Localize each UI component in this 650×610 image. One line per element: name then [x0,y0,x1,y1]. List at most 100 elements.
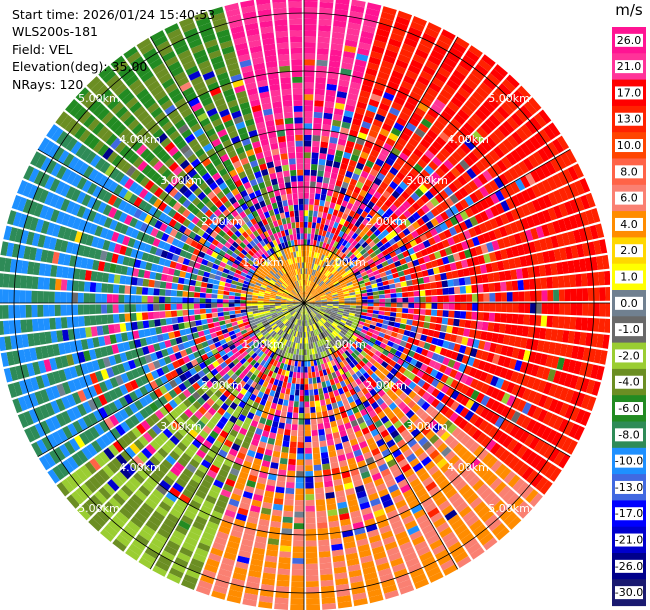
velocity-gate [459,286,467,294]
velocity-gate [469,519,483,532]
velocity-gate [310,325,313,331]
velocity-gate [337,138,347,146]
velocity-gate [344,207,351,215]
velocity-gate [517,463,530,477]
velocity-gate [342,313,349,318]
velocity-gate [541,367,551,381]
velocity-gate [304,279,307,286]
velocity-gate [576,346,585,361]
velocity-gate [294,389,300,396]
velocity-gate [304,53,316,60]
velocity-gate [550,158,562,173]
velocity-gate [361,120,372,130]
velocity-gate [562,330,570,343]
velocity-gate [382,176,392,186]
velocity-gate [322,268,328,275]
velocity-gate [596,333,604,348]
velocity-gate [431,337,439,346]
velocity-gate [367,340,375,347]
velocity-gate [526,187,537,200]
velocity-gate [154,280,161,288]
velocity-gate [360,350,368,357]
velocity-gate [404,101,416,112]
velocity-gate [314,106,324,113]
velocity-gate [430,103,443,115]
velocity-gate [327,78,338,86]
velocity-gate [341,284,348,289]
velocity-gate [474,245,483,256]
velocity-gate [529,135,542,150]
velocity-gate [382,280,389,286]
velocity-gate [403,330,411,337]
velocity-gate [521,402,532,415]
velocity-gate [350,303,357,306]
velocity-gate [246,294,253,298]
velocity-gate [306,256,309,263]
velocity-gate [359,90,371,99]
velocity-gate [353,212,361,220]
velocity-gate [314,470,323,477]
velocity-gate [479,407,490,419]
velocity-gate [351,173,360,181]
velocity-gate [327,251,333,258]
velocity-gate [413,417,423,428]
velocity-gate [450,244,459,254]
velocity-gate [354,430,363,438]
velocity-gate [328,66,340,74]
velocity-gate [450,546,466,559]
velocity-gate [322,212,328,219]
velocity-gate [364,518,376,527]
velocity-gate [332,330,339,336]
velocity-gate [472,339,480,349]
velocity-gate [582,288,589,301]
velocity-gate [560,152,572,167]
velocity-gate [66,304,73,316]
velocity-gate [309,304,316,307]
velocity-gate [171,317,178,324]
velocity-gate [441,483,454,495]
velocity-gate [362,364,370,372]
velocity-gate [331,227,337,234]
velocity-gate [319,358,324,365]
velocity-gate [355,53,369,62]
velocity-gate [590,364,600,379]
velocity-gate [397,401,407,411]
velocity-gate [353,285,360,290]
velocity-gate [316,252,320,259]
velocity-gate [383,284,390,290]
velocity-gate [380,203,389,212]
velocity-gate [112,304,119,314]
velocity-gate [350,297,357,301]
velocity-gate [349,307,356,311]
velocity-gate [376,336,384,342]
velocity-gate [310,331,314,337]
velocity-gate [304,42,316,49]
velocity-gate [525,338,534,350]
velocity-gate [430,316,437,323]
velocity-gate [514,178,526,191]
velocity-gate [288,453,297,460]
velocity-gate [316,510,327,518]
velocity-gate [285,388,291,395]
velocity-gate [392,272,400,279]
velocity-gate [421,456,432,467]
velocity-gate [331,292,338,296]
velocity-gate [422,179,433,190]
velocity-gate [472,303,478,311]
velocity-gate [321,298,327,301]
velocity-gate [315,301,322,303]
velocity-gate [370,540,383,550]
velocity-gate [373,551,387,561]
velocity-gate [357,543,371,553]
velocity-gate [316,516,328,524]
velocity-gate [335,249,342,256]
velocity-gate [281,446,289,453]
velocity-gate [569,316,577,330]
velocity-gate [369,337,377,344]
velocity-gate [417,388,426,398]
velocity-gate [296,453,304,460]
velocity-gate [278,422,285,430]
velocity-gate [372,354,380,361]
velocity-gate [425,220,435,230]
velocity-gate [309,297,315,301]
